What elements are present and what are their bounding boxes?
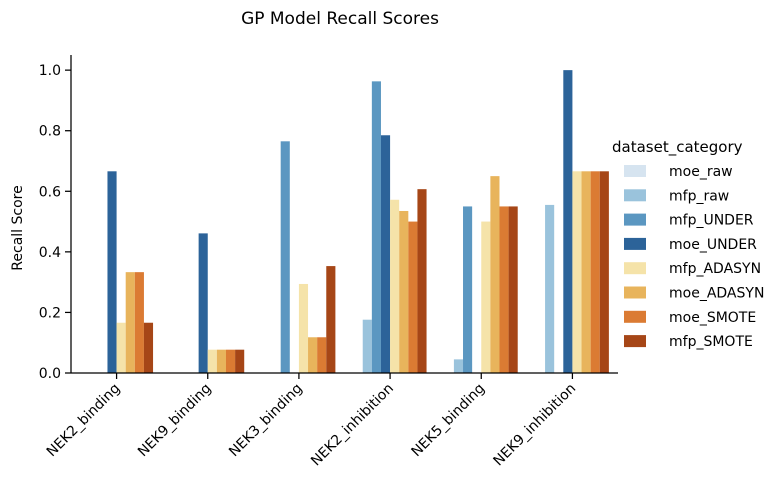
bar-mfp_raw-NEK9_inhibition bbox=[545, 204, 555, 373]
bar-mfp_ADASYN-NEK2_inhibition bbox=[390, 199, 400, 373]
x-tick-label: NEK2_inhibition bbox=[308, 381, 397, 470]
bar-mfp_SMOTE-NEK9_inhibition bbox=[599, 171, 609, 373]
bar-moe_SMOTE-NEK3_binding bbox=[317, 337, 327, 373]
bar-mfp_SMOTE-NEK5_binding bbox=[508, 206, 518, 373]
y-tick-label: 0.6 bbox=[39, 184, 61, 200]
legend-label-moe_UNDER: moe_UNDER bbox=[669, 237, 757, 253]
bar-moe_ADASYN-NEK5_binding bbox=[490, 176, 500, 373]
legend-title: dataset_category bbox=[612, 138, 743, 157]
x-tick-label: NEK9_inhibition bbox=[490, 381, 579, 470]
y-tick-label: 0.2 bbox=[39, 305, 61, 321]
legend-label-moe_ADASYN: moe_ADASYN bbox=[669, 286, 764, 302]
legend-swatch-mfp_UNDER bbox=[624, 213, 646, 226]
bar-mfp_SMOTE-NEK3_binding bbox=[326, 266, 336, 373]
bar-mfp_ADASYN-NEK9_inhibition bbox=[572, 171, 582, 373]
legend-swatch-moe_UNDER bbox=[624, 237, 646, 250]
bar-mfp_SMOTE-NEK2_binding bbox=[143, 322, 154, 373]
y-tick-label: 0.4 bbox=[39, 245, 61, 261]
legend-swatch-mfp_ADASYN bbox=[624, 262, 646, 275]
plot-area: 0.0 0.2 0.4 0.6 0.8 1.0 NEK2_binding NEK9_bindi… bbox=[39, 55, 618, 469]
legend-swatch-mfp_SMOTE bbox=[624, 335, 646, 348]
bar-mfp_ADASYN-NEK3_binding bbox=[298, 283, 309, 373]
legend-swatch-moe_SMOTE bbox=[624, 310, 646, 323]
legend: dataset_category moe_raw mfp_raw mfp_UNDER… bbox=[612, 138, 764, 350]
bar-moe_ADASYN-NEK9_inhibition bbox=[581, 171, 591, 373]
bar-mfp_raw-NEK2_inhibition bbox=[362, 319, 372, 373]
chart-title: GP Model Recall Scores bbox=[241, 9, 439, 29]
bar-moe_UNDER-NEK9_inhibition bbox=[563, 70, 573, 373]
x-tick-label: NEK3_binding bbox=[226, 381, 306, 461]
bar-moe_ADASYN-NEK9_binding bbox=[216, 349, 226, 373]
bar-moe_SMOTE-NEK9_binding bbox=[225, 349, 236, 373]
bar-moe_ADASYN-NEK2_inhibition bbox=[399, 210, 409, 373]
legend-label-moe_raw: moe_raw bbox=[669, 164, 733, 180]
bar-moe_SMOTE-NEK9_inhibition bbox=[590, 171, 600, 373]
bar-mfp_ADASYN-NEK2_binding bbox=[116, 322, 126, 373]
bar-moe_SMOTE-NEK2_binding bbox=[134, 272, 144, 373]
legend-label-mfp_UNDER: mfp_UNDER bbox=[669, 213, 754, 229]
bar-mfp_raw-NEK5_binding bbox=[453, 359, 464, 373]
legend-label-mfp_ADASYN: mfp_ADASYN bbox=[669, 261, 761, 277]
bar-moe_ADASYN-NEK3_binding bbox=[308, 337, 318, 373]
legend-swatch-moe_ADASYN bbox=[624, 286, 646, 299]
y-tick-label: 1.0 bbox=[39, 63, 61, 79]
bar-moe_UNDER-NEK2_binding bbox=[107, 171, 117, 373]
bar-mfp_ADASYN-NEK5_binding bbox=[481, 221, 491, 373]
x-tick-label: NEK5_binding bbox=[409, 381, 489, 461]
bar-moe_UNDER-NEK9_binding bbox=[198, 233, 208, 373]
bar-moe_SMOTE-NEK2_inhibition bbox=[408, 221, 418, 373]
bar-mfp_UNDER-NEK2_inhibition bbox=[371, 81, 381, 373]
bar-moe_SMOTE-NEK5_binding bbox=[499, 206, 509, 373]
bar-mfp_UNDER-NEK5_binding bbox=[463, 206, 473, 373]
y-tick-label: 0.8 bbox=[39, 124, 61, 140]
legend-label-mfp_raw: mfp_raw bbox=[669, 188, 729, 204]
bar-mfp_SMOTE-NEK9_binding bbox=[235, 349, 245, 373]
legend-swatch-mfp_raw bbox=[624, 189, 646, 202]
x-tick-label: NEK2_binding bbox=[44, 381, 124, 461]
bar-mfp_SMOTE-NEK2_inhibition bbox=[417, 189, 427, 373]
bar-mfp_UNDER-NEK3_binding bbox=[280, 141, 290, 373]
bar-mfp_ADASYN-NEK9_binding bbox=[207, 349, 217, 373]
bar-moe_ADASYN-NEK2_binding bbox=[125, 272, 135, 373]
y-tick-label: 0.0 bbox=[39, 366, 61, 382]
x-tick-label: NEK9_binding bbox=[135, 381, 215, 461]
y-axis-label: Recall Score bbox=[10, 185, 26, 270]
legend-label-mfp_SMOTE: mfp_SMOTE bbox=[669, 334, 753, 350]
legend-label-moe_SMOTE: moe_SMOTE bbox=[669, 310, 756, 326]
bar-moe_UNDER-NEK2_inhibition bbox=[380, 135, 391, 373]
legend-swatch-moe_raw bbox=[624, 165, 646, 177]
